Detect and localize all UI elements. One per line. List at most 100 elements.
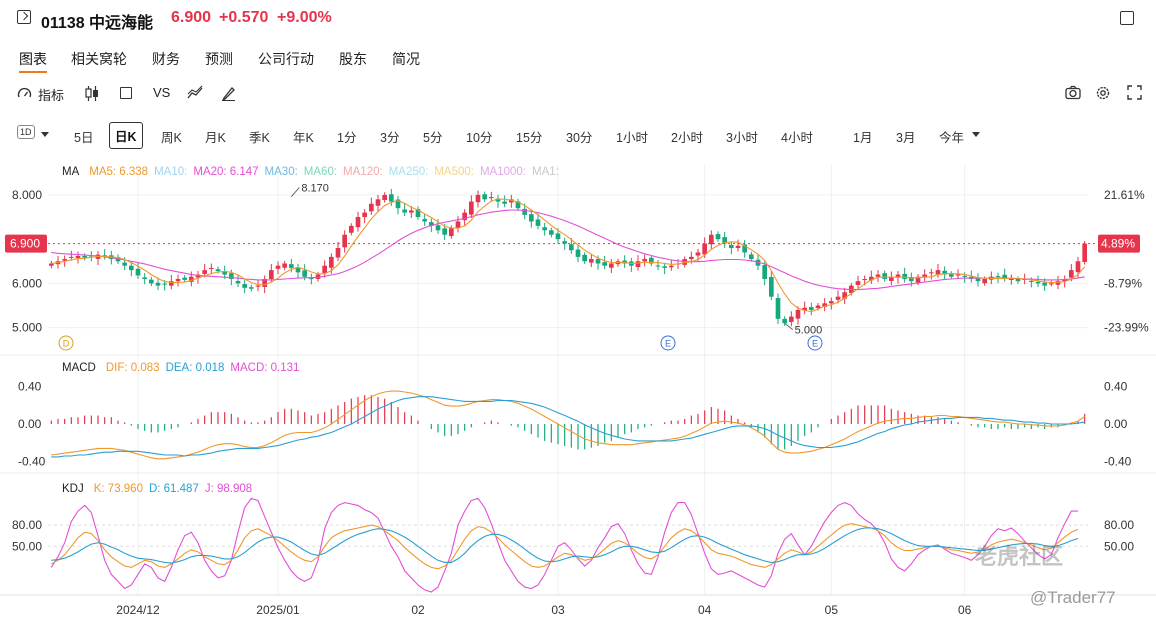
macd-legend: MACD DIF: 0.083 DEA: 0.018 MACD: 0.131 [62,362,305,374]
period-5d[interactable]: 5日 [74,131,94,145]
candle-body [782,318,787,324]
kline-chart-svg[interactable]: 2024/12 2025/01 02 03 04 05 06 8.000 6.000 5.000 2… [0,155,1156,625]
tab-shareholders[interactable]: 股东 [339,51,367,67]
candle-body [362,212,367,218]
candle-body [115,257,121,262]
candle-body [382,194,387,201]
pen-icon[interactable] [221,85,236,101]
candle-body [975,277,981,282]
kdj-j-line [50,497,1078,593]
period-yearly[interactable]: 年K [293,131,314,145]
candle-body [442,228,447,235]
candle-body [309,278,314,280]
indicator-button[interactable]: 指标 [38,88,65,103]
candle-body [1029,280,1034,282]
candle-body [742,244,747,253]
period-3h[interactable]: 3小时 [726,131,758,145]
tab-profile[interactable]: 简况 [392,51,420,67]
chevron-down-icon[interactable] [41,132,49,137]
candle-body [709,234,714,245]
fullscreen-icon[interactable] [1127,85,1142,100]
x-axis-label: 03 [551,603,565,617]
candle-body [769,276,774,297]
dea-line [51,396,1085,458]
tab-forecast[interactable]: 预测 [205,51,233,67]
period-10m[interactable]: 10分 [466,131,493,145]
candle-body [1062,278,1067,282]
legend-title: KDJ [62,483,84,495]
period-15m[interactable]: 15分 [516,131,543,145]
period-3m[interactable]: 3分 [380,131,400,145]
candle-body [689,256,694,260]
candle-body [715,234,721,240]
period-quarterly[interactable]: 季K [249,131,270,145]
tab-warrants[interactable]: 相关窝轮 [71,51,127,67]
candle-body [889,276,894,281]
chart-toolbar: 指标 VS [0,82,1156,106]
candle-body [242,284,247,288]
kdj-legend: KDJ K: 73.960 D: 61.487 J: 98.908 [62,483,258,495]
collapse-icon[interactable] [17,10,31,24]
x-axis-label: 05 [825,603,839,617]
drawing-lines-icon[interactable] [187,85,203,101]
period-2h[interactable]: 2小时 [671,131,703,145]
period-daily[interactable]: 日K [109,122,143,149]
period-3mo[interactable]: 3月 [896,131,916,145]
candle-body [555,233,561,240]
candle-body [69,256,74,258]
price-axis-tick: 6.000 [12,276,42,290]
candle-body [909,276,914,282]
candle-body [649,257,654,264]
candle-body [682,259,687,265]
tab-financials[interactable]: 财务 [152,51,180,67]
pct-axis-tick: 21.61% [1104,188,1145,202]
period-5m[interactable]: 5分 [423,131,443,145]
candle-body [349,225,354,233]
candle-body [235,280,241,284]
tab-corporate-actions[interactable]: 公司行动 [258,51,314,67]
legend-item: DIF: 0.083 [105,362,160,374]
candlestick-type-icon[interactable] [85,85,99,102]
candle-body [809,307,814,310]
period-ytd[interactable]: 今年 [939,131,965,145]
event-marker-letter: E [665,339,671,349]
settings-gear-icon[interactable] [1095,85,1111,101]
candle-body [795,309,801,319]
candle-body [462,212,467,221]
candle-body [902,273,907,279]
square-tool-icon[interactable] [120,87,132,99]
legend-item: MA120: [343,166,383,178]
macd-axis-tick-right: 0.40 [1104,379,1128,393]
period-1h[interactable]: 1小时 [616,131,648,145]
sidebar-toggle-icon[interactable] [1120,11,1134,25]
candle-body [775,298,781,319]
low-leader [784,322,793,331]
candle-body [142,277,147,279]
chart-area[interactable]: 2024/12 2025/01 02 03 04 05 06 8.000 6.000 5.000 2… [0,155,1156,625]
legend-item: J: 98.908 [204,483,253,495]
period-type-dropdown[interactable]: 1D [17,125,35,139]
candle-body [389,194,394,202]
candle-body [949,273,954,277]
legend-item: MA250: [388,166,429,178]
ytd-chevron-down-icon[interactable] [972,132,980,137]
candle-body [955,274,961,276]
candle-body [589,259,594,263]
candle-body [375,199,381,206]
period-weekly[interactable]: 周K [161,131,182,145]
compare-vs-button[interactable]: VS [153,85,171,100]
indicator-icon[interactable] [17,86,32,101]
candle-body [749,254,754,260]
high-label: 8.170 [301,182,329,194]
period-4h[interactable]: 4小时 [781,131,813,145]
period-1m[interactable]: 1分 [337,131,357,145]
candle-body [882,273,887,279]
camera-icon[interactable] [1065,85,1081,100]
period-30m[interactable]: 30分 [566,131,593,145]
kdj-axis-tick-right: 80.00 [1104,518,1134,532]
tab-chart[interactable]: 图表 [19,51,47,73]
event-marker-letter: D [63,339,70,349]
candle-body [722,237,727,244]
period-monthly[interactable]: 月K [205,131,226,145]
period-1mo[interactable]: 1月 [853,131,873,145]
